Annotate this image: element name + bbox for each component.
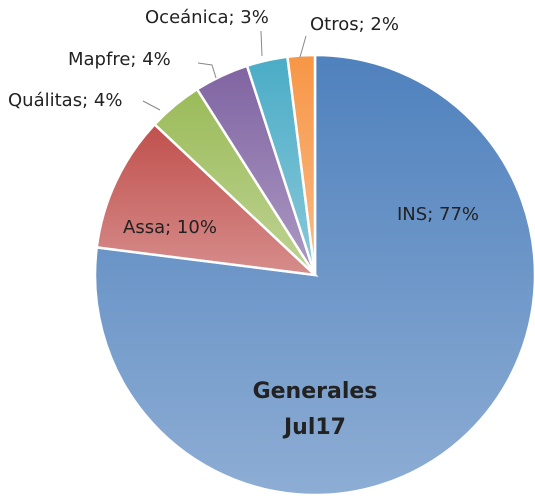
pie-slice <box>286 53 317 276</box>
pie-slice <box>95 122 319 277</box>
leader-line <box>197 62 217 79</box>
data-label: Assa; 10% <box>123 217 217 238</box>
data-label: Quálitas; 4% <box>8 90 122 111</box>
leader-line <box>142 100 161 111</box>
leader-line <box>299 35 307 58</box>
data-label: Otros; 2% <box>310 14 399 35</box>
pie <box>93 53 535 496</box>
data-label: Oceánica; 3% <box>145 7 269 28</box>
data-label: Mapfre; 4% <box>68 49 171 70</box>
data-label: INS; 77% <box>397 204 479 225</box>
chart-title: Generales <box>253 379 378 404</box>
leader-line <box>260 30 263 57</box>
chart-title: Jul17 <box>282 415 346 440</box>
